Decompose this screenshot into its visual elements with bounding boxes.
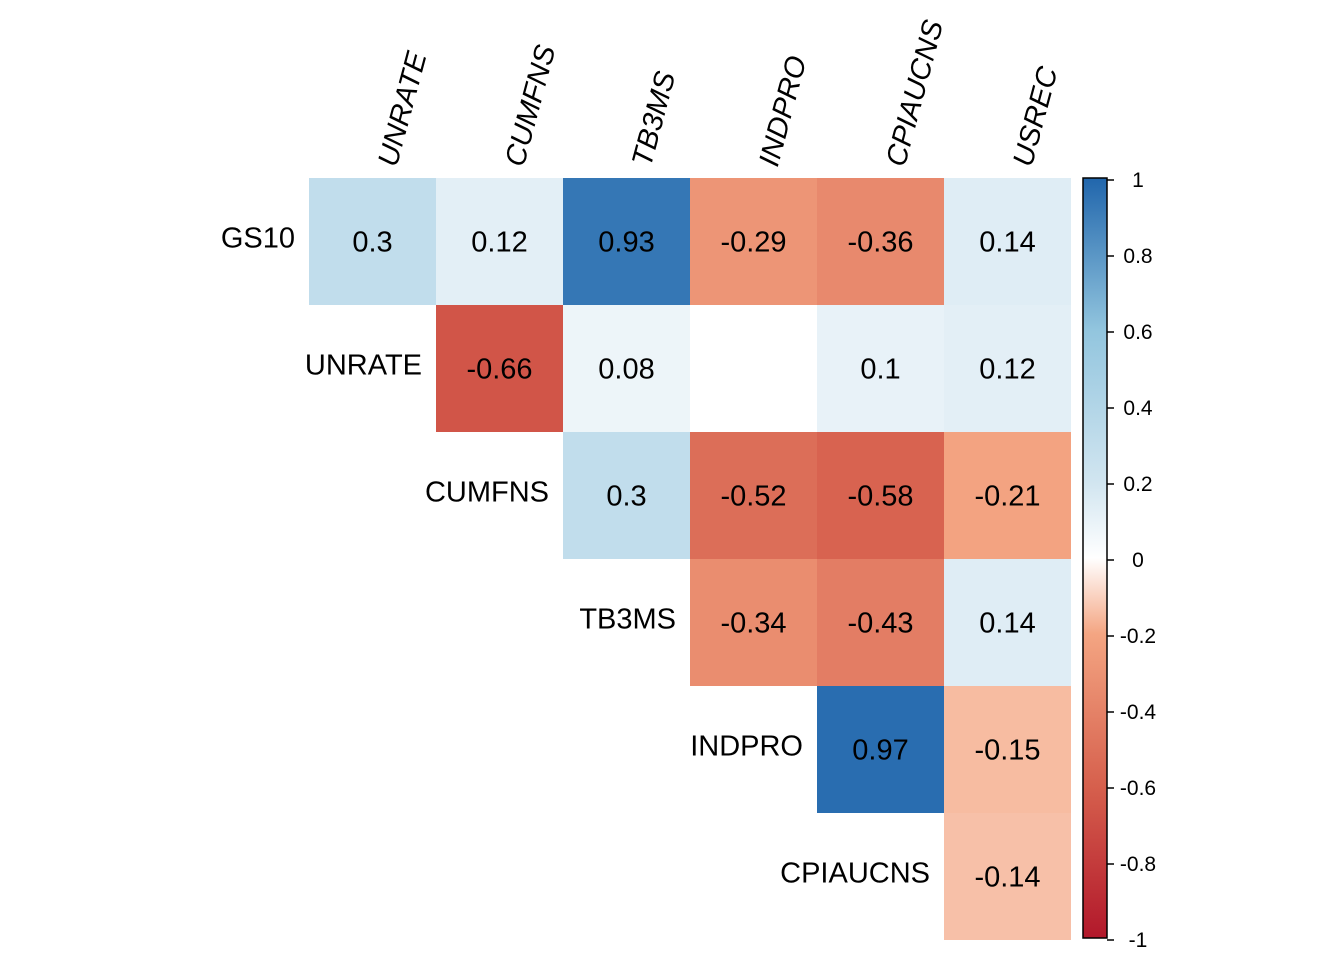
column-label: USREC (1007, 62, 1064, 169)
cell-value-label: -0.36 (847, 227, 913, 259)
cell-value-label: 0.12 (979, 354, 1035, 386)
cell-value-label: 0.08 (598, 354, 654, 386)
heatmap-cell (817, 178, 944, 305)
heatmap-cell (817, 559, 944, 686)
row-label: INDPRO (690, 731, 803, 763)
heatmap-cell (944, 813, 1071, 940)
row-label: CPIAUCNS (780, 858, 930, 890)
colorbar-tick-label: 0.2 (1123, 473, 1152, 496)
heatmap-cell (690, 305, 817, 432)
colorbar-tick-label: -0.8 (1120, 853, 1156, 876)
column-label: UNRATE (372, 48, 433, 170)
colorbar-ticks: 1 0.8 0.6 0.4 0.2 0 -0.2 -0.4 -0.6 -0.8 -1 (1107, 169, 1156, 952)
heatmap-cell (690, 559, 817, 686)
heatmap-cell (563, 178, 690, 305)
cell-value-label: -0.14 (974, 862, 1040, 894)
cell-value-label: 0.93 (598, 227, 654, 259)
colorbar-tick-label: 0.4 (1123, 397, 1153, 420)
row-labels: GS10 UNRATE CUMFNS TB3MS INDPRO CPIAUCNS (221, 223, 930, 890)
cell-value-label: -0.15 (974, 735, 1040, 767)
column-label: CPIAUCNS (880, 16, 950, 170)
heatmap-cell (309, 178, 436, 305)
cell-value-label: -0.34 (720, 608, 786, 640)
cell-value-label: -0.52 (720, 481, 786, 513)
heatmap-cell (563, 432, 690, 559)
cell-value-label: 0.97 (852, 735, 908, 767)
column-label: CUMFNS (499, 41, 562, 170)
row-label: GS10 (221, 223, 295, 255)
heatmap-cell (944, 686, 1071, 813)
cell-value-label: 0.3 (606, 481, 646, 513)
heatmap-cell (436, 305, 563, 432)
heatmap-cell (817, 432, 944, 559)
colorbar-tick-label: -0.4 (1120, 701, 1157, 724)
cell-value-label: -0.66 (466, 354, 532, 386)
column-label: TB3MS (626, 68, 682, 170)
colorbar-tick-label: -0.2 (1120, 625, 1156, 648)
cell-value-label: -0.58 (847, 481, 913, 513)
heatmap-cell (690, 178, 817, 305)
colorbar-scale (1082, 177, 1108, 939)
colorbar-tick-label: -1 (1129, 929, 1148, 952)
heatmap-cell (944, 559, 1071, 686)
row-label: CUMFNS (425, 477, 549, 509)
row-label: UNRATE (305, 350, 422, 382)
cell-value-label: 0.3 (352, 227, 392, 259)
cell-value-label: 0.14 (979, 227, 1035, 259)
cell-value-label: 0.1 (860, 354, 900, 386)
heatmap-cell (436, 178, 563, 305)
heatmap-cell (944, 432, 1071, 559)
colorbar-tick-label: 0.6 (1123, 321, 1152, 344)
colorbar-tick-label: 0 (1132, 549, 1144, 572)
cell-value-label: -0.21 (974, 481, 1040, 513)
colorbar-tick-label: 1 (1132, 169, 1144, 192)
colorbar-tick-label: 0.8 (1123, 245, 1152, 268)
cell-value-label: -0.43 (847, 608, 913, 640)
heatmap-cell (817, 686, 944, 813)
column-labels: UNRATE CUMFNS TB3MS INDPRO CPIAUCNS USREC (372, 16, 1064, 170)
heatmap-cell (944, 305, 1071, 432)
cell-value-label: -0.29 (720, 227, 786, 259)
column-label: INDPRO (753, 53, 813, 170)
cell-value-label: 0.14 (979, 608, 1035, 640)
heatmap-cells: 0.3 0.12 0.93 -0.29 -0.36 0.14 -0.66 0.08 0.1 0.1… (309, 178, 1071, 940)
heatmap-cell (944, 178, 1071, 305)
colorbar-tick-label: -0.6 (1120, 777, 1156, 800)
heatmap-cell (817, 305, 944, 432)
cell-value-label: 0.12 (471, 227, 527, 259)
row-label: TB3MS (579, 604, 676, 636)
colorbar: 1 0.8 0.6 0.4 0.2 0 -0.2 -0.4 -0.6 -0.8 -1 (1082, 169, 1156, 952)
heatmap-cell (690, 432, 817, 559)
heatmap-cell (563, 305, 690, 432)
